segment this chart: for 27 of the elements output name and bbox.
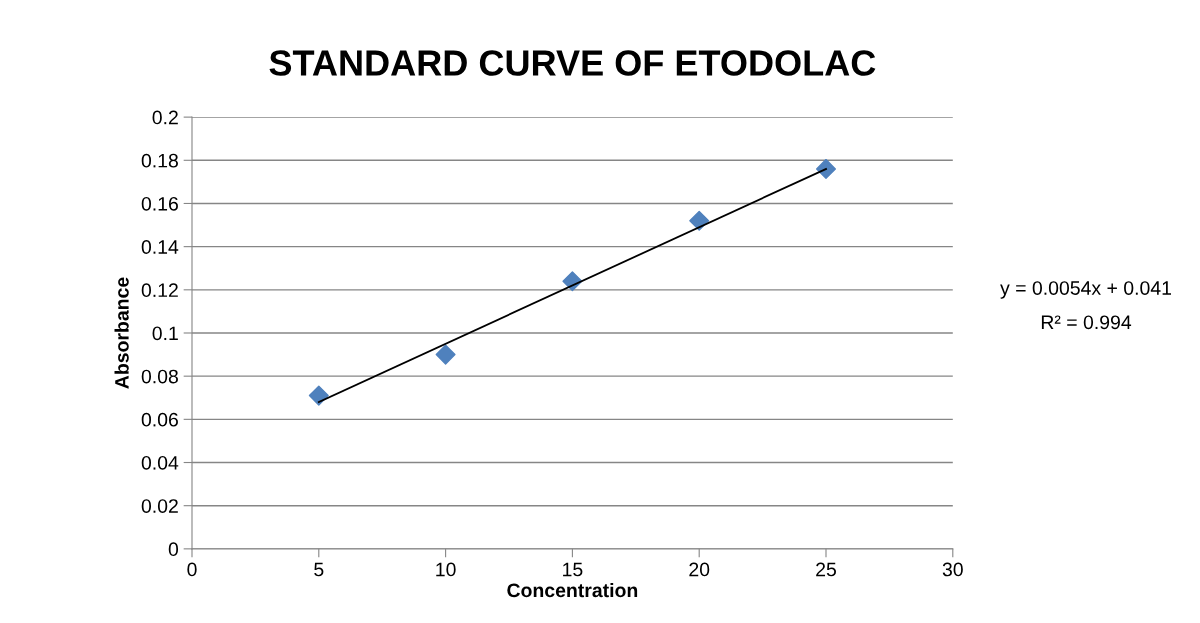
y-tick-label: 0 xyxy=(168,542,179,557)
x-tick-label: 10 xyxy=(436,562,456,577)
x-tick-label: 15 xyxy=(563,562,583,577)
y-tick-label: 0.2 xyxy=(152,110,178,125)
x-tick-label: 5 xyxy=(314,562,324,577)
point xyxy=(308,385,329,406)
chart-title: STANDARD CURVE OF ETODOLAC xyxy=(269,50,876,76)
point xyxy=(815,158,837,179)
x-tick-label: 25 xyxy=(816,562,836,577)
y-tick-label: 0.18 xyxy=(141,153,178,168)
x-axis-title: Concentration xyxy=(507,582,638,598)
point xyxy=(435,344,456,365)
point xyxy=(689,210,710,231)
y-tick-label: 0.06 xyxy=(141,412,178,427)
y-tick-label: 0.16 xyxy=(141,196,178,211)
y-tick-label: 0.1 xyxy=(152,326,178,341)
y-tick-label: 0.12 xyxy=(141,283,178,298)
y-tick-label: 0.04 xyxy=(141,455,179,470)
y-tick-label: 0.14 xyxy=(141,240,179,254)
x-tick-label: 20 xyxy=(689,562,710,577)
text: y = 0.0054x + 0.041 xyxy=(1000,281,1171,299)
y-tick-label: 0.08 xyxy=(141,369,178,384)
text: R² = 0.994 xyxy=(1041,315,1132,330)
y-axis-title: Absorbance xyxy=(114,277,129,389)
x-tick-label: 30 xyxy=(942,562,963,577)
y-tick-label: 0.02 xyxy=(141,499,178,513)
x-tick-label: 0 xyxy=(187,562,197,577)
